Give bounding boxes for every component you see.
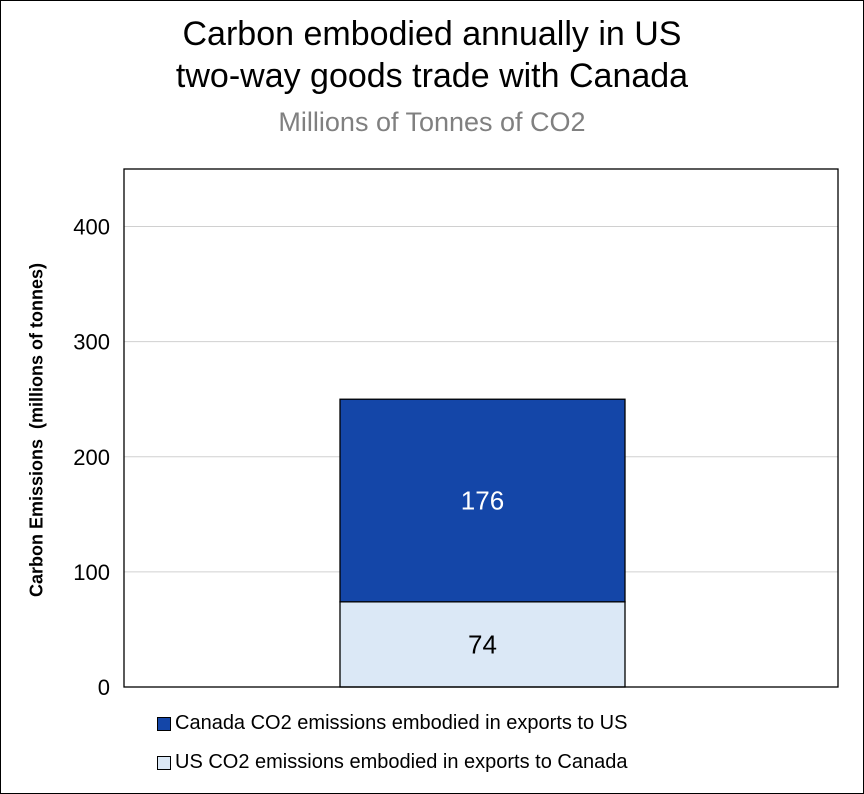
y-tick-label-400: 400 <box>73 215 110 240</box>
legend-item-canada: Canada CO2 emissions embodied in exports… <box>157 712 627 735</box>
legend-swatch-canada <box>157 716 171 731</box>
legend-item-us: US CO2 emissions embodied in exports to … <box>157 751 627 774</box>
legend-label-canada: Canada CO2 emissions embodied in exports… <box>175 712 628 734</box>
y-tick-label-0: 0 <box>98 675 110 700</box>
legend-swatch-us <box>157 755 171 770</box>
bar-value-label-0: 74 <box>468 629 497 659</box>
chart-title-line-1: Carbon embodied annually in US <box>182 15 682 53</box>
bar-segment-1 <box>339 398 626 603</box>
chart-title-line-2: two-way goods trade with Canada <box>175 57 689 95</box>
plot-area-border <box>123 168 839 688</box>
legend-label-us: US CO2 emissions embodied in exports to … <box>175 751 628 773</box>
bar-value-label-1: 176 <box>461 486 504 516</box>
bar-segment-0 <box>339 601 626 688</box>
y-tick-label-200: 200 <box>73 445 110 470</box>
y-tick-label-100: 100 <box>73 560 110 585</box>
y-tick-label-300: 300 <box>73 330 110 355</box>
chart-subtitle: Millions of Tonnes of CO2 <box>278 107 586 137</box>
